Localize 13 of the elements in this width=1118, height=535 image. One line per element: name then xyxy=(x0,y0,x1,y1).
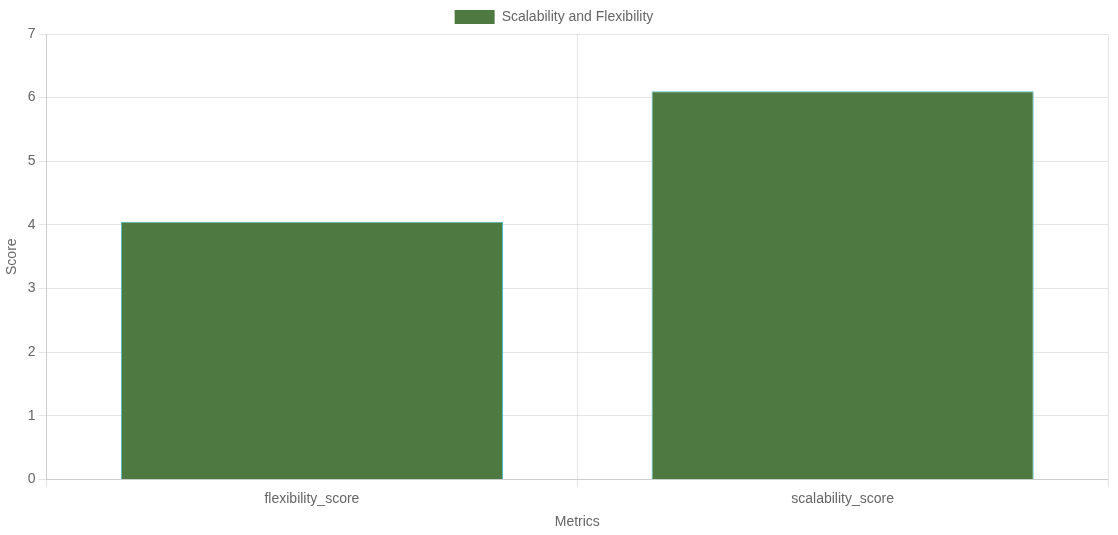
y-tick-label: 5 xyxy=(27,152,36,169)
y-tick-label: 0 xyxy=(27,470,36,487)
y-tick-label: 4 xyxy=(27,215,36,232)
x-axis-title: Metrics xyxy=(554,513,600,530)
x-tick-label: scalability_score xyxy=(791,489,895,506)
y-tick-label: 1 xyxy=(27,406,36,423)
y-tick-label: 2 xyxy=(27,343,36,359)
y-tick-label: 6 xyxy=(27,88,36,105)
y-tick-label: 7 xyxy=(27,24,36,41)
x-tick-label: flexibility_score xyxy=(264,489,360,506)
y-tick-label: 3 xyxy=(27,279,36,296)
legend-label: Scalability and Flexibility xyxy=(501,7,654,24)
y-axis-title: Score xyxy=(3,238,20,275)
